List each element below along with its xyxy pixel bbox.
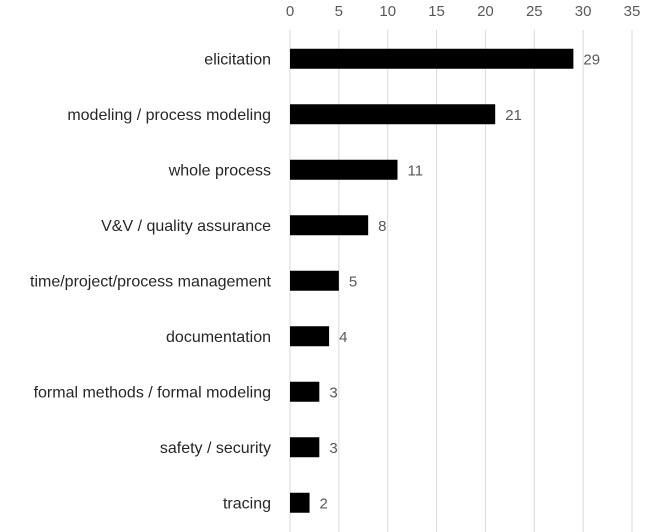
bar: [290, 48, 574, 69]
x-tick-label: 5: [335, 3, 343, 20]
data-label: 5: [349, 273, 357, 290]
x-axis-ticks: 0 5 10 15 20 25 30 35: [286, 3, 641, 20]
bar: [290, 326, 330, 347]
data-label: 3: [329, 440, 337, 457]
category-label: elicitation: [204, 51, 271, 68]
category-label: time/project/process management: [30, 273, 272, 290]
data-label: 29: [583, 51, 600, 68]
category-label: V&V / quality assurance: [101, 218, 271, 235]
data-label: 21: [505, 107, 522, 124]
data-label: 11: [407, 162, 423, 179]
category-label: formal methods / formal modeling: [34, 384, 271, 401]
data-label: 2: [320, 495, 328, 512]
data-label: 8: [378, 218, 386, 235]
bar: [290, 381, 320, 402]
x-tick-label: 20: [477, 3, 494, 20]
category-label: documentation: [166, 329, 271, 346]
data-label: 3: [329, 384, 337, 401]
bar: [290, 104, 496, 125]
bars: [290, 48, 574, 513]
data-labels: 29 21 11 8 5 4 3 3 2: [320, 51, 601, 512]
category-label: tracing: [223, 495, 271, 512]
x-tick-label: 30: [575, 3, 592, 20]
category-label: modeling / process modeling: [67, 107, 271, 124]
x-tick-label: 10: [379, 3, 396, 20]
x-tick-label: 15: [428, 3, 445, 20]
bar: [290, 437, 320, 458]
bar: [290, 270, 339, 291]
bar: [290, 492, 310, 513]
category-labels: elicitation modeling / process modeling wh…: [30, 51, 272, 512]
x-tick-label: 0: [286, 3, 294, 20]
x-tick-label: 25: [526, 3, 543, 20]
bar: [290, 215, 369, 236]
category-label: whole process: [168, 162, 271, 179]
category-label: safety / security: [160, 440, 271, 457]
bar: [290, 159, 398, 180]
data-label: 4: [339, 329, 347, 346]
x-tick-label: 35: [624, 3, 641, 20]
